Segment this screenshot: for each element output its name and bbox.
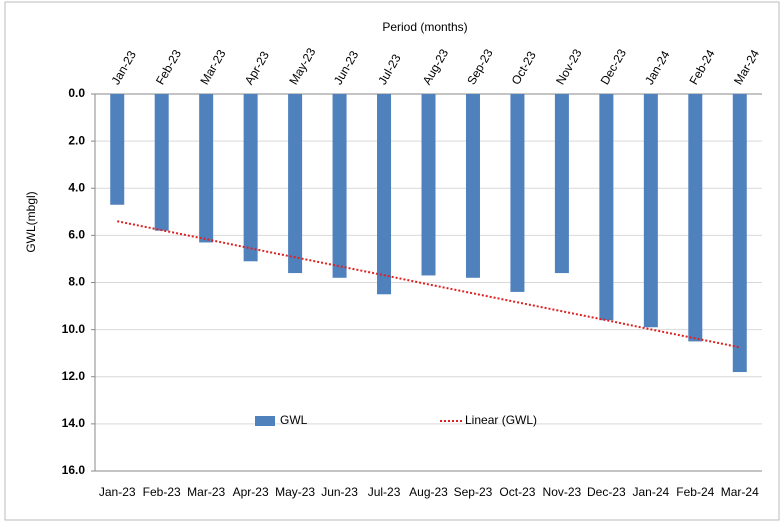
x-tick-label: Mar-24 <box>721 485 759 499</box>
y-axis-label: GWL(mbgl) <box>24 191 38 252</box>
y-tick-label: 14.0 <box>62 416 86 430</box>
bar <box>243 94 258 262</box>
bar <box>643 94 658 328</box>
x-tick-label: Jul-23 <box>368 485 401 499</box>
bar <box>554 94 569 274</box>
bar <box>377 94 392 295</box>
x-tick-label: Feb-24 <box>676 485 714 499</box>
bar <box>732 94 747 373</box>
x-tick-label: Oct-23 <box>499 485 535 499</box>
bar <box>421 94 436 276</box>
y-tick-label: 4.0 <box>68 180 85 194</box>
y-tick-label: 10.0 <box>62 322 86 336</box>
x-tick-label: Jan-24 <box>632 485 669 499</box>
x-tick-label: Sep-23 <box>454 485 493 499</box>
x-tick-label: Feb-23 <box>143 485 181 499</box>
x-tick-label: May-23 <box>275 485 315 499</box>
bar <box>288 94 303 274</box>
x-tick-label: Nov-23 <box>543 485 582 499</box>
x-tick-label: Apr-23 <box>233 485 269 499</box>
x-tick-label: Mar-23 <box>187 485 225 499</box>
bar <box>154 94 169 231</box>
x-tick-label: Dec-23 <box>587 485 626 499</box>
legend-swatch <box>255 416 275 426</box>
trend-line <box>117 220 740 349</box>
x-tick-label: Jun-23 <box>321 485 358 499</box>
x-tick-label: Aug-23 <box>409 485 448 499</box>
y-tick-label: 16.0 <box>62 463 86 477</box>
bar <box>688 94 703 342</box>
y-tick-label: 0.0 <box>68 86 85 100</box>
legend-label: Linear (GWL) <box>465 413 537 427</box>
bar <box>332 94 347 278</box>
y-tick-label: 12.0 <box>62 369 86 383</box>
chart-title: Period (months) <box>382 20 467 34</box>
bar <box>465 94 480 278</box>
y-tick-label: 6.0 <box>68 228 85 242</box>
bar <box>110 94 125 205</box>
y-tick-label: 2.0 <box>68 133 85 147</box>
bar <box>199 94 214 243</box>
y-tick-label: 8.0 <box>68 275 85 289</box>
x-tick-label: Jan-23 <box>99 485 136 499</box>
legend-label: GWL <box>280 413 308 427</box>
bar <box>599 94 614 321</box>
bar <box>510 94 525 292</box>
